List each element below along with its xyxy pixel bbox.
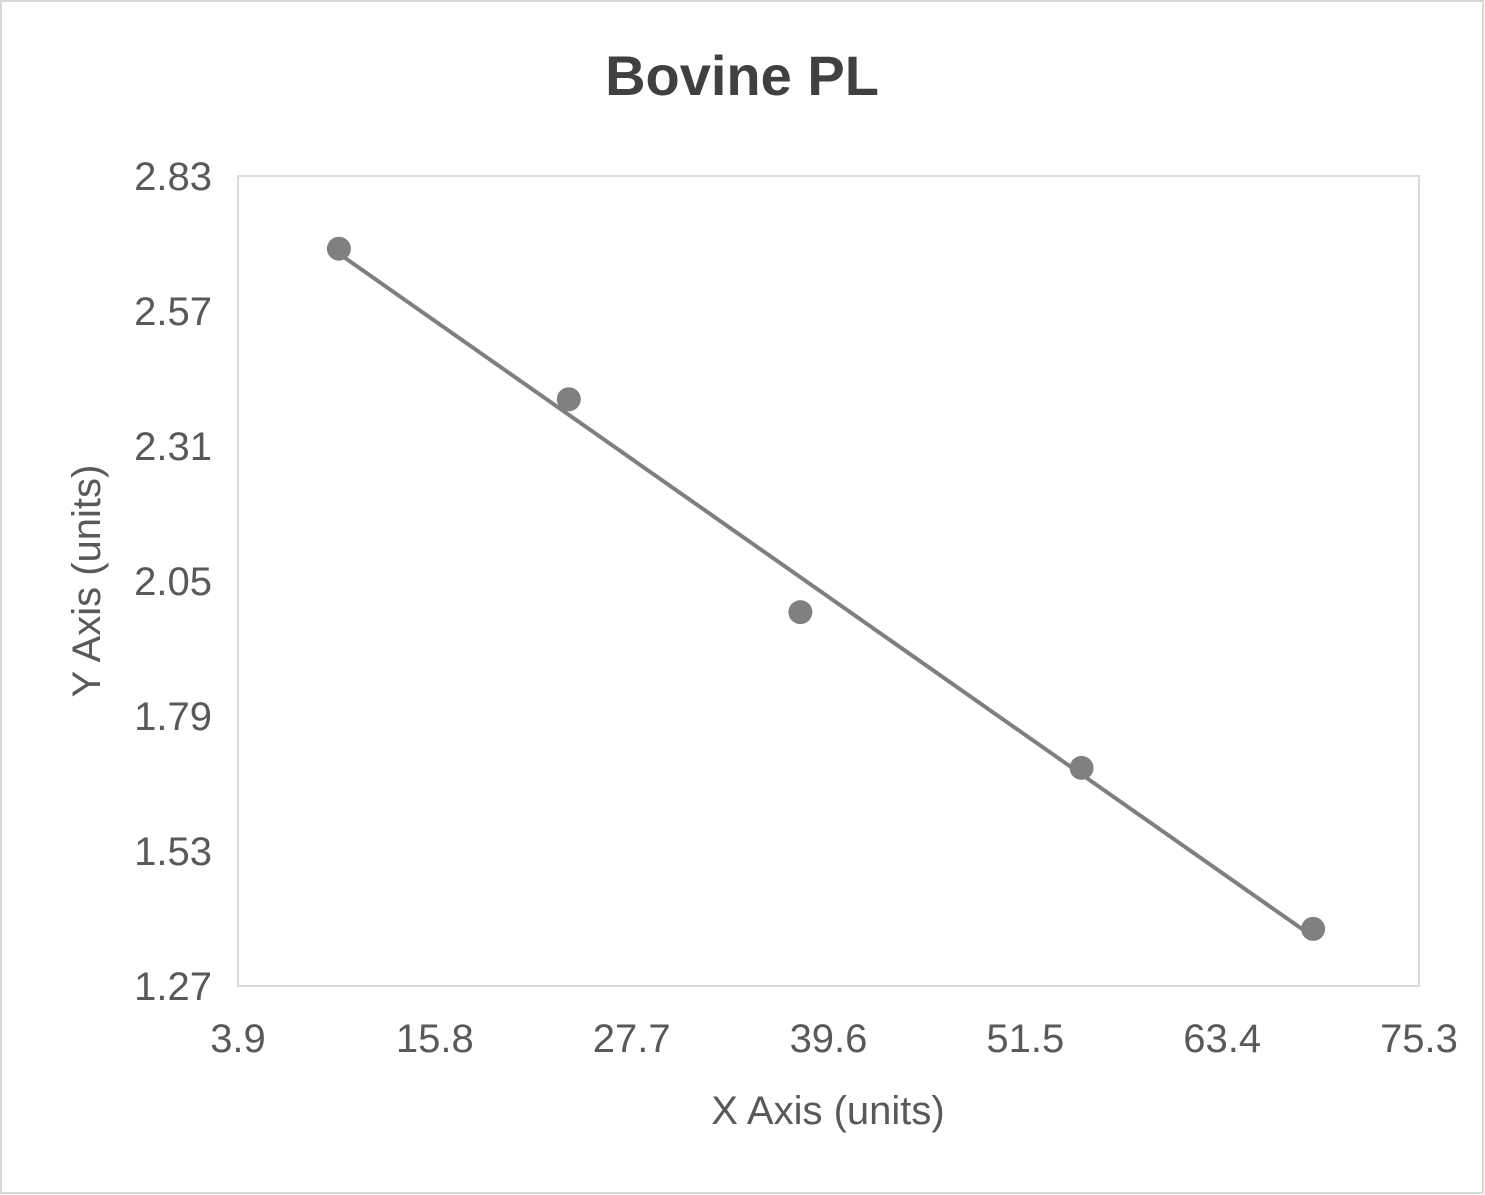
- data-point: [1301, 916, 1326, 941]
- plot-area: [237, 175, 1420, 987]
- x-tick-label: 39.6: [790, 1017, 868, 1061]
- y-tick-label: 2.05: [134, 560, 212, 604]
- data-point: [788, 600, 813, 625]
- data-point: [556, 387, 581, 412]
- x-tick-label: 63.4: [1183, 1017, 1261, 1061]
- y-axis-label: Y Axis (units): [65, 465, 109, 698]
- data-point: [1069, 755, 1094, 780]
- x-tick-label: 3.9: [210, 1017, 266, 1061]
- y-tick-label: 2.83: [134, 155, 212, 199]
- x-tick-label: 15.8: [396, 1017, 474, 1061]
- x-tick-label: 75.3: [1380, 1017, 1458, 1061]
- y-tick-label: 2.57: [134, 290, 212, 334]
- x-tick-label: 27.7: [593, 1017, 671, 1061]
- y-tick-label: 1.79: [134, 695, 212, 739]
- x-tick-label: 51.5: [986, 1017, 1064, 1061]
- x-axis-label: X Axis (units): [711, 1089, 944, 1133]
- y-tick-label: 1.27: [134, 965, 212, 1009]
- chart-title: Bovine PL: [605, 44, 879, 107]
- trendline: [337, 251, 1315, 939]
- data-point: [326, 236, 351, 261]
- y-tick-label: 1.53: [134, 830, 212, 874]
- y-tick-label: 2.31: [134, 425, 212, 469]
